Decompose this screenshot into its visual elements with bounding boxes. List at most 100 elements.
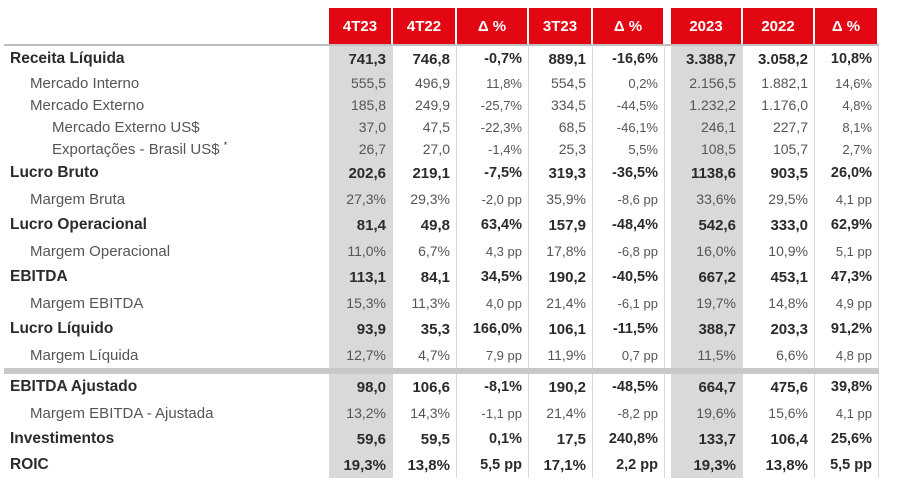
table-row: Mercado Externo 185,8 249,9 -25,7% 334,5 -44,… bbox=[4, 94, 879, 116]
header-3t23: 3T23 bbox=[529, 8, 593, 44]
value-cell: 8,1% bbox=[815, 116, 879, 138]
header-row: 4T23 4T22 Δ % 3T23 Δ % 2023 2022 Δ % bbox=[4, 8, 879, 44]
value-cell: 185,8 bbox=[329, 94, 393, 116]
value-cell: 25,6% bbox=[815, 426, 879, 452]
value-cell: 333,0 bbox=[743, 212, 815, 238]
value-cell: 19,3% bbox=[671, 452, 743, 478]
value-cell: 203,3 bbox=[743, 316, 815, 342]
table-row: Margem Bruta 27,3% 29,3% -2,0 pp 35,9% -8,6 p… bbox=[4, 186, 879, 212]
value-cell: 5,1 pp bbox=[815, 238, 879, 264]
row-label-text: Margem EBITDA bbox=[30, 294, 144, 312]
value-cell: 35,3 bbox=[393, 316, 457, 342]
value-cell: 113,1 bbox=[329, 264, 393, 290]
value-cell: 11,8% bbox=[457, 72, 529, 94]
value-cell: 10,8% bbox=[815, 44, 879, 72]
table-row: Margem EBITDA - Ajustada 13,2% 14,3% -1,1 p… bbox=[4, 400, 879, 426]
value-cell: -2,0 pp bbox=[457, 186, 529, 212]
value-cell: 166,0% bbox=[457, 316, 529, 342]
value-cell: -48,4% bbox=[593, 212, 665, 238]
value-cell: 4,0 pp bbox=[457, 290, 529, 316]
value-cell: 2,2 pp bbox=[593, 452, 665, 478]
value-cell: 93,9 bbox=[329, 316, 393, 342]
row-label: Investimentos bbox=[4, 426, 329, 452]
value-cell: 13,2% bbox=[329, 400, 393, 426]
gap-cell bbox=[665, 138, 671, 160]
value-cell: -6,1 pp bbox=[593, 290, 665, 316]
row-label: Margem Líquida bbox=[4, 342, 329, 368]
gap-cell bbox=[665, 212, 671, 238]
row-label: Lucro Líquido bbox=[4, 316, 329, 342]
header-gap bbox=[665, 8, 671, 44]
value-cell: 98,0 bbox=[329, 374, 393, 400]
value-cell: 106,4 bbox=[743, 426, 815, 452]
separator-cell bbox=[457, 368, 529, 374]
value-cell: -1,1 pp bbox=[457, 400, 529, 426]
row-label-text: Lucro Líquido bbox=[10, 320, 114, 337]
header-2022: 2022 bbox=[743, 8, 815, 44]
header-delta-q: Δ % bbox=[457, 8, 529, 44]
value-cell: 3.388,7 bbox=[671, 44, 743, 72]
gap-cell bbox=[665, 452, 671, 478]
value-cell: 1.176,0 bbox=[743, 94, 815, 116]
row-label-text: Mercado Interno bbox=[30, 74, 140, 92]
value-cell: -1,4% bbox=[457, 138, 529, 160]
gap-cell bbox=[665, 186, 671, 212]
value-cell: 453,1 bbox=[743, 264, 815, 290]
value-cell: 5,5% bbox=[593, 138, 665, 160]
separator-cell bbox=[593, 368, 665, 374]
row-label: Lucro Bruto bbox=[4, 160, 329, 186]
value-cell: -8,2 pp bbox=[593, 400, 665, 426]
value-cell: 249,9 bbox=[393, 94, 457, 116]
value-cell: 889,1 bbox=[529, 44, 593, 72]
gap-cell bbox=[665, 290, 671, 316]
value-cell: 26,0% bbox=[815, 160, 879, 186]
row-label-text: EBITDA bbox=[10, 268, 68, 285]
row-label-text: Investimentos bbox=[10, 430, 115, 447]
value-cell: 21,4% bbox=[529, 400, 593, 426]
value-cell: 0,1% bbox=[457, 426, 529, 452]
value-cell: -40,5% bbox=[593, 264, 665, 290]
gap-cell bbox=[665, 264, 671, 290]
separator-cell bbox=[4, 368, 329, 374]
header-delta-qq: Δ % bbox=[593, 8, 665, 44]
value-cell: 2,7% bbox=[815, 138, 879, 160]
table-row: Investimentos 59,6 59,5 0,1% 17,5 240,8% 133,7… bbox=[4, 426, 879, 452]
value-cell: 19,3% bbox=[329, 452, 393, 478]
value-cell: 17,5 bbox=[529, 426, 593, 452]
financial-summary-table: 4T23 4T22 Δ % 3T23 Δ % 2023 2022 Δ % Rec… bbox=[4, 8, 879, 478]
header-4t22: 4T22 bbox=[393, 8, 457, 44]
value-cell: 542,6 bbox=[671, 212, 743, 238]
value-cell: 4,7% bbox=[393, 342, 457, 368]
separator-cell bbox=[743, 368, 815, 374]
value-cell: -48,5% bbox=[593, 374, 665, 400]
value-cell: 3.058,2 bbox=[743, 44, 815, 72]
value-cell: 17,1% bbox=[529, 452, 593, 478]
value-cell: 106,6 bbox=[393, 374, 457, 400]
table-row: Margem Operacional 11,0% 6,7% 4,3 pp 17,8% -6… bbox=[4, 238, 879, 264]
gap-cell bbox=[665, 374, 671, 400]
value-cell: 0,7 pp bbox=[593, 342, 665, 368]
header-delta-y: Δ % bbox=[815, 8, 879, 44]
value-cell: 39,8% bbox=[815, 374, 879, 400]
value-cell: 11,9% bbox=[529, 342, 593, 368]
gap-cell bbox=[665, 238, 671, 264]
row-label: Margem EBITDA - Ajustada bbox=[4, 400, 329, 426]
value-cell: 62,9% bbox=[815, 212, 879, 238]
value-cell: 49,8 bbox=[393, 212, 457, 238]
value-cell: -22,3% bbox=[457, 116, 529, 138]
row-label: Mercado Interno bbox=[4, 72, 329, 94]
value-cell: 84,1 bbox=[393, 264, 457, 290]
value-cell: 4,8% bbox=[815, 94, 879, 116]
value-cell: 219,1 bbox=[393, 160, 457, 186]
value-cell: 1138,6 bbox=[671, 160, 743, 186]
table-row: Margem Líquida 12,7% 4,7% 7,9 pp 11,9% 0,7 pp… bbox=[4, 342, 879, 368]
value-cell: 475,6 bbox=[743, 374, 815, 400]
value-cell: 334,5 bbox=[529, 94, 593, 116]
value-cell: 16,0% bbox=[671, 238, 743, 264]
value-cell: 4,1 pp bbox=[815, 400, 879, 426]
row-label-text: Margem Líquida bbox=[30, 346, 139, 364]
value-cell: 47,5 bbox=[393, 116, 457, 138]
value-cell: 14,8% bbox=[743, 290, 815, 316]
row-label-text: Receita Líquida bbox=[10, 50, 125, 67]
separator-cell bbox=[393, 368, 457, 374]
